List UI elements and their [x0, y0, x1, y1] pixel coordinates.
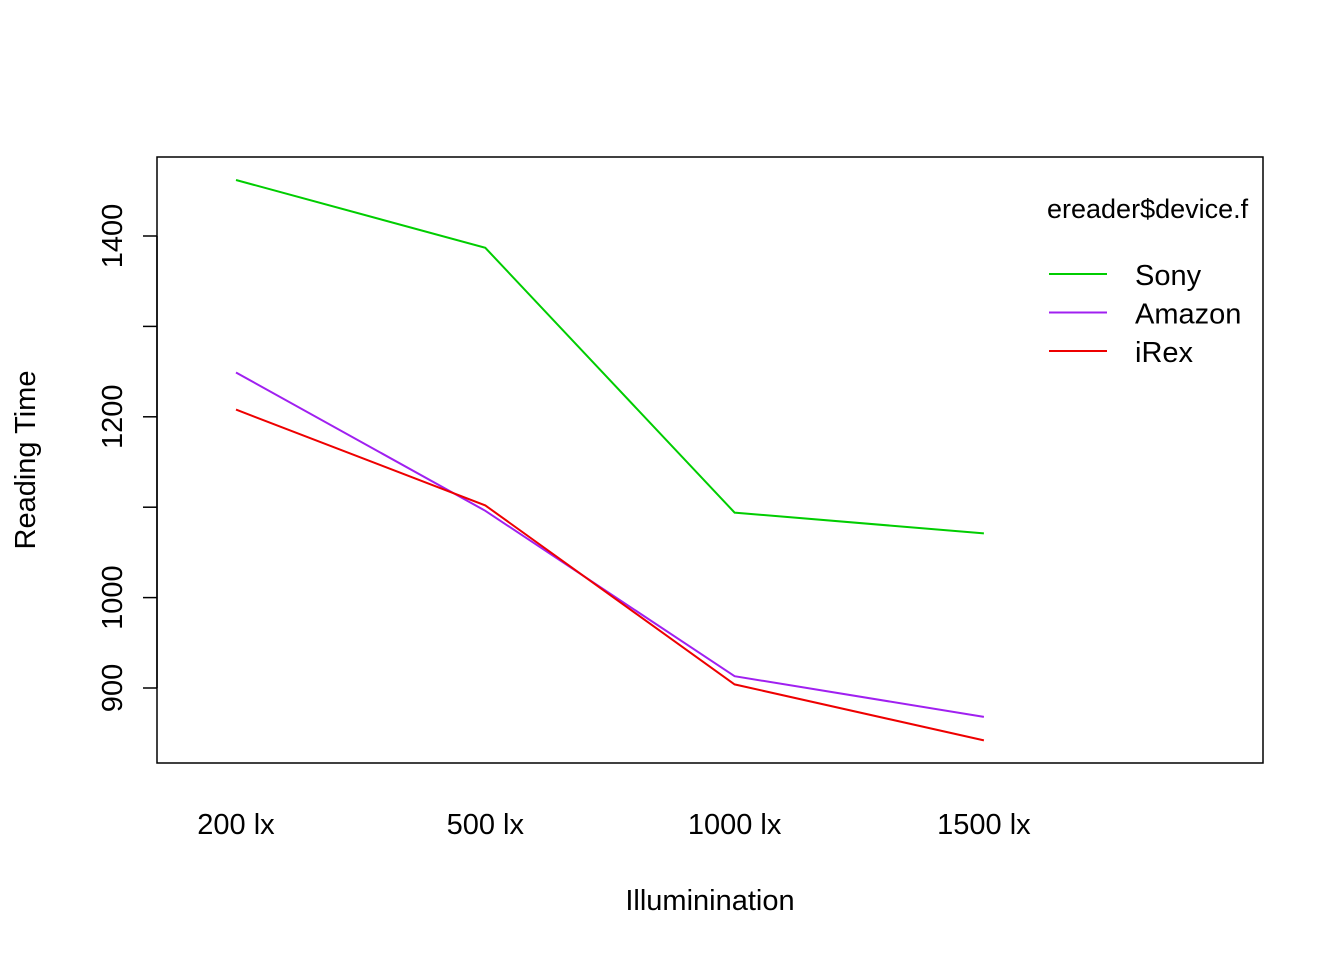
- y-tick-label: 1200: [97, 385, 129, 450]
- y-axis-title: Reading Time: [10, 371, 42, 550]
- legend-label: Sony: [1135, 260, 1202, 292]
- x-tick-labels: 200 lx 500 lx 1000 lx 1500 lx: [197, 809, 1031, 841]
- y-tick-label: 900: [97, 664, 129, 712]
- series-line-amazon: [235, 371, 985, 718]
- legend-title: ereader$device.f: [1047, 194, 1249, 224]
- x-tick-label: 500 lx: [447, 809, 525, 841]
- x-tick-label: 1000 lx: [688, 809, 782, 841]
- legend-label: Amazon: [1135, 299, 1241, 331]
- x-axis-title: Illuminination: [625, 885, 794, 917]
- legend-entries: Sony Amazon iRex: [1049, 260, 1241, 369]
- y-axis: 900 1000 1200 1400: [97, 204, 158, 712]
- legend-label: iRex: [1135, 337, 1194, 369]
- y-tick-label: 1000: [97, 565, 129, 630]
- series-lines: [235, 179, 985, 742]
- series-line-irex: [235, 408, 985, 742]
- plot-frame: [156, 156, 1264, 764]
- series-line-sony: [235, 179, 984, 535]
- x-tick-label: 200 lx: [197, 809, 275, 841]
- y-tick-label: 1400: [97, 204, 129, 269]
- x-tick-label: 1500 lx: [937, 809, 1031, 841]
